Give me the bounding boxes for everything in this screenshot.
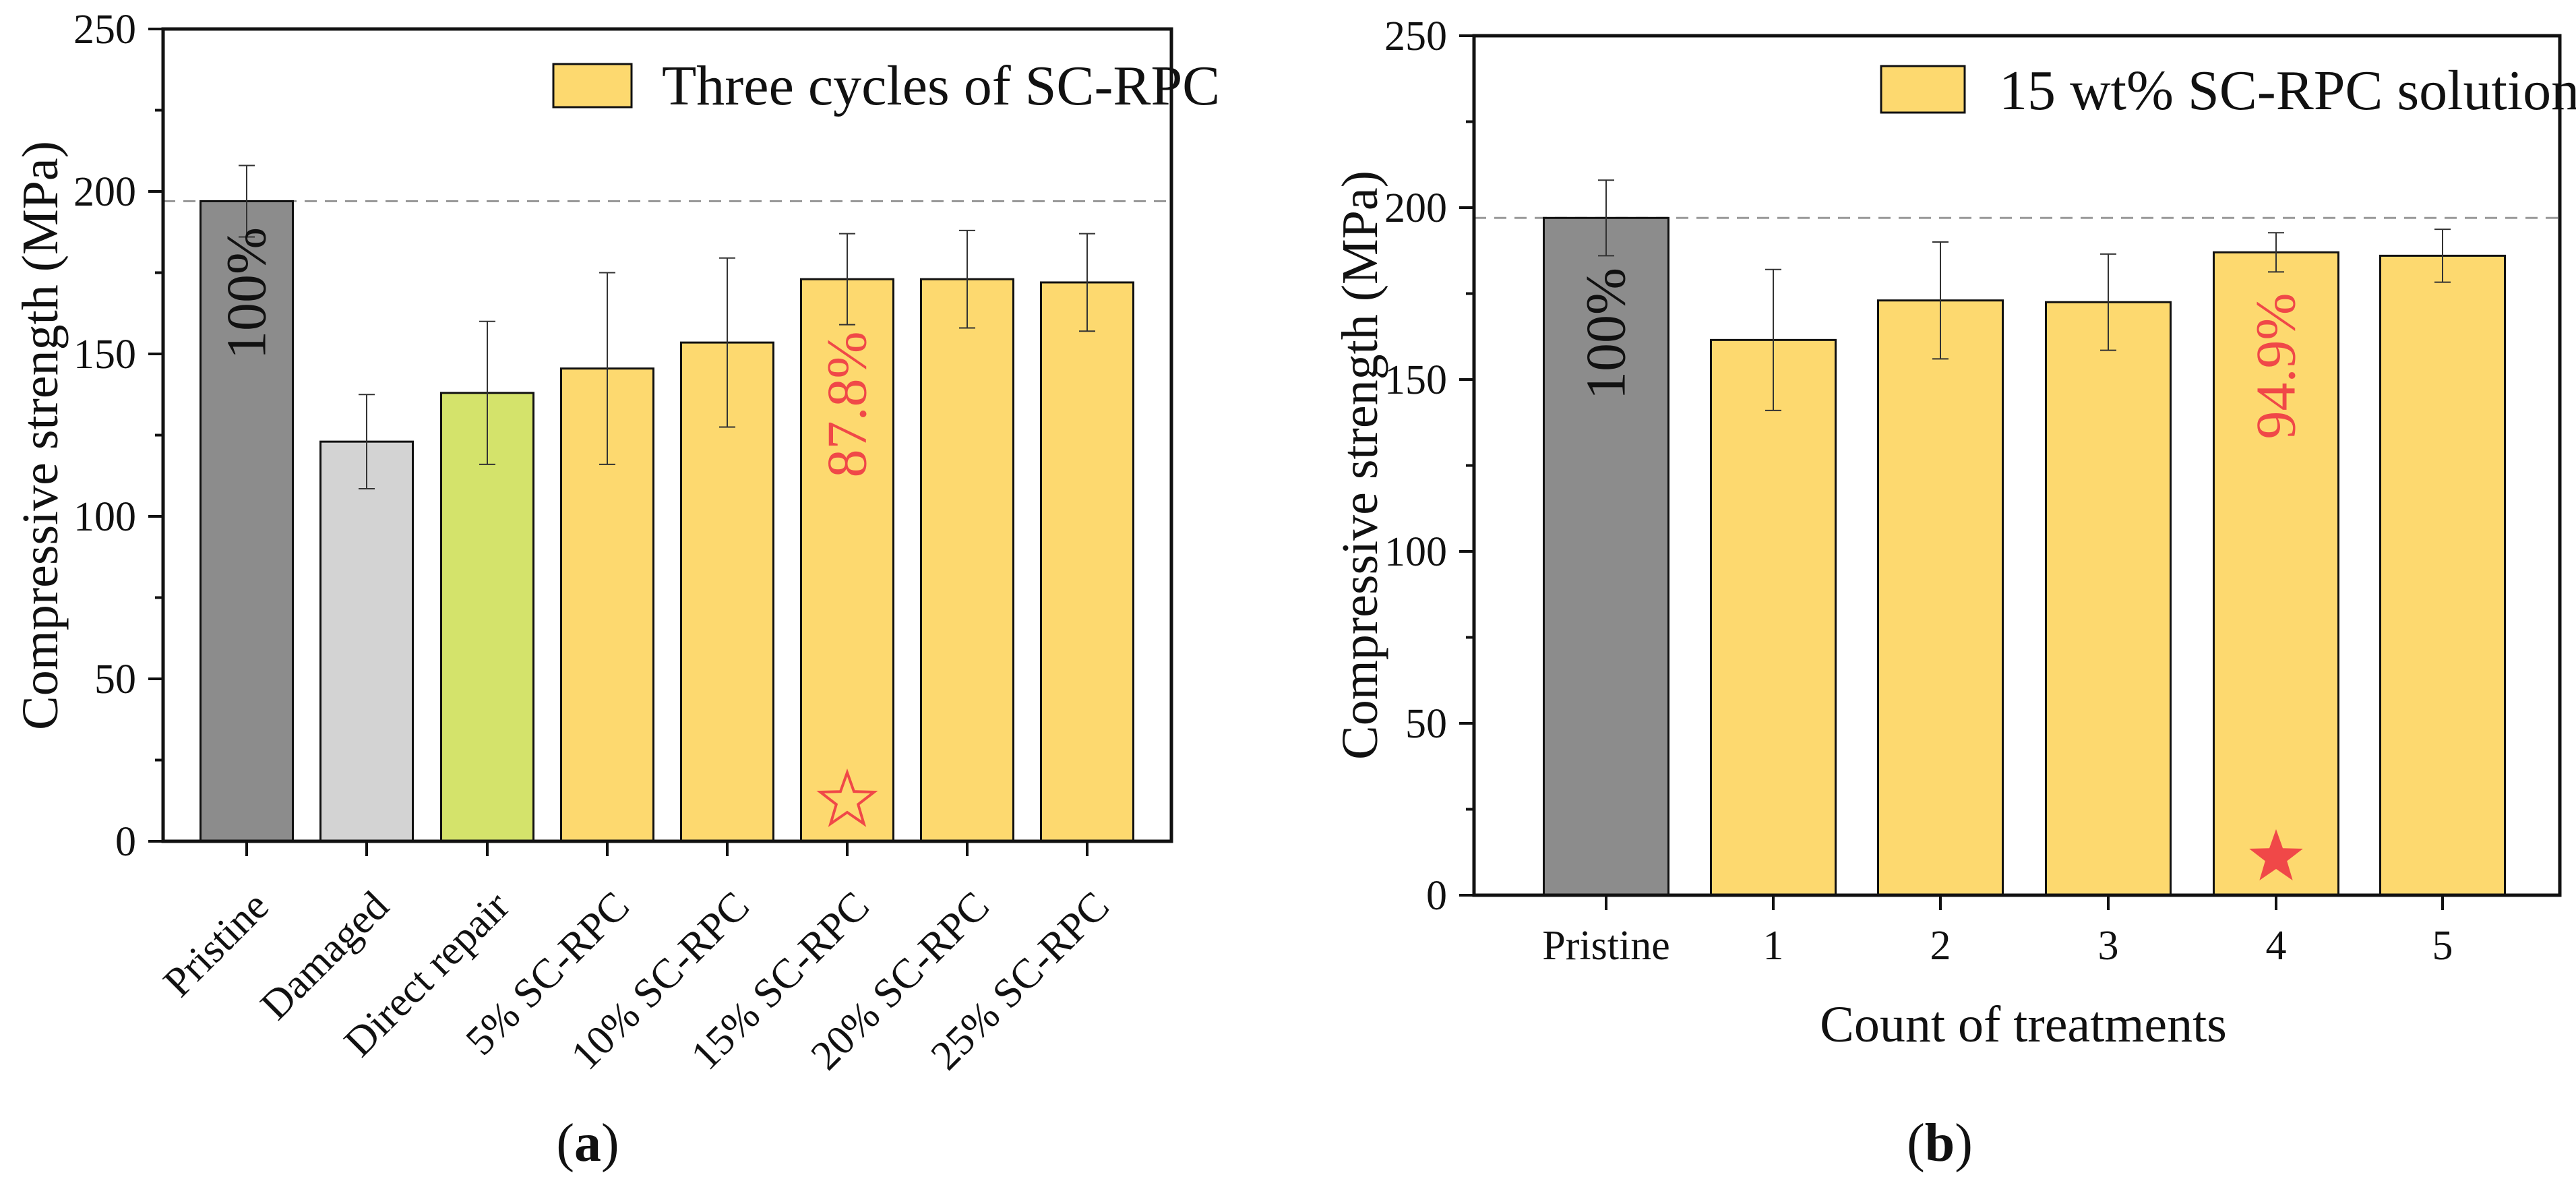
- bar-2: [1877, 299, 2004, 897]
- legend-swatch: [552, 63, 633, 109]
- caption-letter: b: [1925, 1114, 1955, 1173]
- caption-paren-open: (: [1907, 1114, 1925, 1173]
- y-tick-label: 150: [1384, 357, 1447, 403]
- bar-15-sc-rpc: [800, 278, 894, 843]
- y-tick-label: 150: [73, 332, 136, 378]
- x-tick-label: Pristine: [1542, 923, 1669, 969]
- bar-damaged: [319, 440, 414, 843]
- star-icon: [2249, 829, 2303, 880]
- y-tick-label: 200: [73, 169, 136, 215]
- star-icon: [816, 768, 878, 827]
- legend-swatch: [1880, 65, 1966, 114]
- y-tick-label: 250: [73, 7, 136, 53]
- y-axis-title: Compressive strength (MPa): [1332, 171, 1388, 760]
- y-tick-label: 200: [1384, 185, 1447, 231]
- y-tick-label: 50: [94, 657, 136, 702]
- x-tick-label: 1: [1763, 923, 1784, 969]
- bar-5: [2379, 254, 2506, 897]
- x-tick-label: Pristine: [155, 883, 278, 1006]
- plot-frame: [161, 27, 1173, 843]
- caption-paren-close: ): [1955, 1114, 1973, 1173]
- x-tick-label: 5: [2432, 923, 2453, 969]
- bar-annotation: 100%: [1575, 268, 1638, 400]
- bar-25-sc-rpc: [1040, 281, 1134, 843]
- bar-20-sc-rpc: [920, 278, 1014, 843]
- x-tick-label: 4: [2266, 923, 2287, 969]
- panel-caption: (b): [1907, 1114, 1973, 1173]
- bar-annotation: 87.8%: [816, 332, 879, 478]
- caption-paren-close: ): [601, 1114, 619, 1173]
- legend-label: 15 wt% SC-RPC solution: [1999, 59, 2576, 122]
- chart-panel-b: Pristine 1 2 3 4 5 100% 94.9% 0 50 100 150 200 250 Com…: [1332, 13, 2576, 1173]
- x-axis-title: Count of treatments: [1820, 996, 2227, 1053]
- caption-letter: a: [574, 1114, 601, 1173]
- x-tick-label: 2: [1930, 923, 1951, 969]
- y-tick-label: 0: [1426, 873, 1447, 919]
- legend-label: Three cycles of SC-RPC: [662, 55, 1220, 117]
- caption-paren-open: (: [556, 1114, 574, 1173]
- bar-annotation: 94.9%: [2245, 293, 2308, 440]
- bar-annotation: 100%: [216, 227, 278, 359]
- x-tick-label: 3: [2098, 923, 2119, 969]
- panel-caption: (a): [556, 1114, 619, 1173]
- y-tick-label: 250: [1384, 13, 1447, 59]
- bar-1: [1710, 338, 1837, 897]
- y-axis-title: Compressive strength (MPa): [12, 141, 69, 730]
- y-tick-label: 100: [73, 494, 136, 540]
- bar-pristine: [1543, 216, 1669, 897]
- y-tick-label: 50: [1405, 701, 1447, 747]
- y-tick-label: 0: [115, 819, 136, 865]
- bar-4: [2213, 251, 2339, 897]
- y-tick-label: 100: [1384, 529, 1447, 575]
- bar-3: [2045, 301, 2172, 897]
